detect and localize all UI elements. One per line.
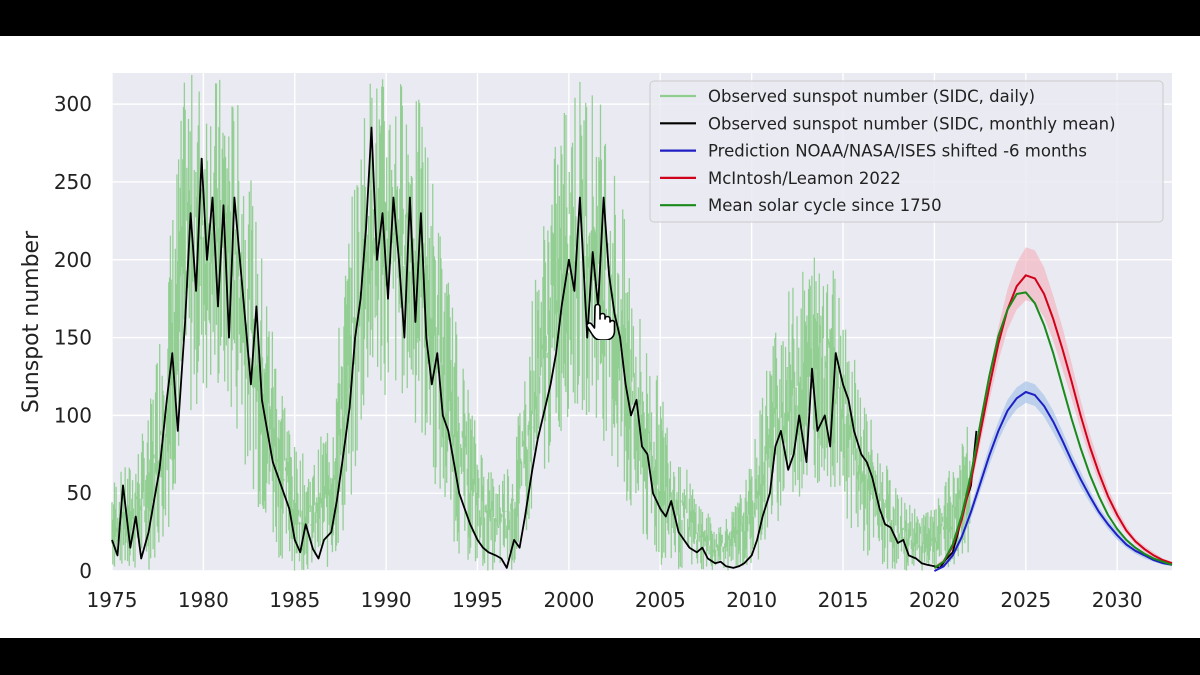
band-series-3	[934, 247, 1172, 570]
x-tick-label: 2030	[1092, 588, 1143, 612]
legend-box	[649, 80, 1164, 223]
x-tick-label: 1995	[452, 588, 503, 612]
x-axis-ticks: 1975 1980 1985 1990 1995 2000 2005 2010 2015 2020…	[87, 588, 1143, 612]
legend-label: Observed sunspot number (SIDC, monthly m…	[708, 114, 1116, 133]
x-tick-label: 2010	[726, 588, 777, 612]
y-tick-label: 300	[54, 92, 92, 116]
y-tick-label: 250	[54, 170, 92, 194]
x-tick-label: 2000	[543, 588, 594, 612]
legend: Observed sunspot number (SIDC, daily) Obs…	[649, 80, 1164, 223]
y-tick-label: 50	[67, 481, 92, 505]
legend-label: Observed sunspot number (SIDC, daily)	[708, 87, 1035, 106]
line-series-4	[933, 291, 1173, 569]
x-tick-label: 2005	[635, 588, 686, 612]
line-series-3	[933, 274, 1173, 569]
y-axis-label: Sunspot number	[19, 230, 44, 413]
y-axis-ticks: 0 50 100 150 200 250 300	[54, 92, 92, 583]
legend-label: McIntosh/Leamon 2022	[708, 169, 901, 188]
legend-label: Prediction NOAA/NASA/ISES shifted -6 mon…	[708, 142, 1087, 161]
video-frame: 1975 1980 1985 1990 1995 2000 2005 2010 2015 2020…	[0, 36, 1200, 638]
x-tick-label: 1990	[361, 588, 412, 612]
x-tick-label: 1985	[269, 588, 320, 612]
x-tick-label: 2020	[909, 588, 960, 612]
x-tick-label: 1975	[87, 588, 138, 612]
y-tick-label: 0	[79, 559, 92, 583]
x-tick-label: 2015	[818, 588, 869, 612]
series-lines	[111, 126, 1173, 572]
x-tick-label: 2025	[1000, 588, 1051, 612]
sunspot-chart: 1975 1980 1985 1990 1995 2000 2005 2010 2015 2020…	[19, 73, 1173, 612]
y-tick-label: 100	[54, 403, 92, 427]
line-series-2	[933, 391, 1173, 572]
hand-pointer-icon	[586, 304, 616, 340]
legend-label: Mean solar cycle since 1750	[708, 196, 942, 215]
x-tick-label: 1980	[178, 588, 229, 612]
y-tick-label: 150	[54, 326, 92, 350]
line-series-1	[111, 126, 978, 569]
y-tick-label: 200	[54, 248, 92, 272]
